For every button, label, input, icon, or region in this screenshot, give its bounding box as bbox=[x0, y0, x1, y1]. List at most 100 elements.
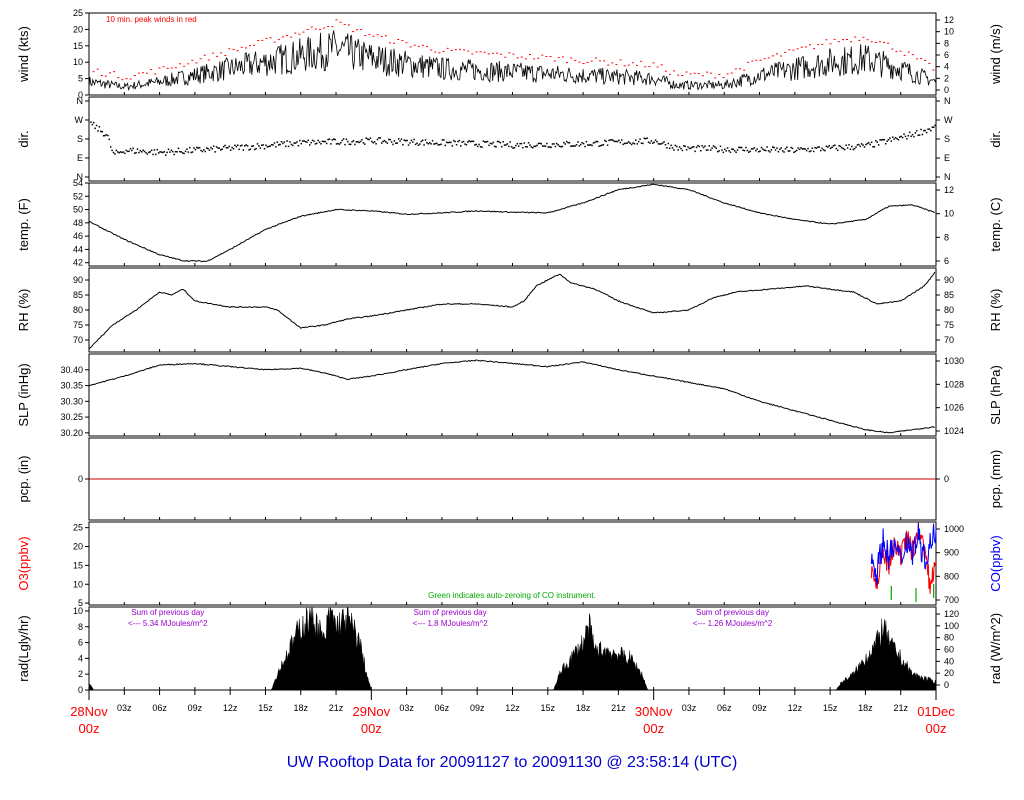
series-dir-dot bbox=[495, 146, 497, 148]
panel-frame bbox=[88, 606, 937, 691]
series-wind-peak-dot bbox=[426, 46, 429, 48]
series-wind-peak-dot bbox=[388, 42, 391, 44]
series-dir-dot bbox=[618, 139, 620, 142]
series-wind-peak-dot bbox=[104, 75, 107, 77]
series-dir-dot bbox=[883, 138, 886, 141]
series-wind-peak-dot bbox=[467, 50, 470, 52]
series-dir-dot bbox=[753, 147, 756, 149]
series-wind-peak-dot bbox=[269, 37, 272, 39]
series-dir-dot bbox=[846, 147, 849, 149]
series-wind-peak-dot bbox=[582, 63, 585, 65]
series-dir-dot bbox=[338, 143, 341, 145]
series-dir-dot bbox=[157, 152, 160, 154]
series-dir-dot bbox=[613, 140, 616, 143]
series-dir-dot bbox=[896, 137, 898, 140]
series-dir-dot bbox=[215, 146, 218, 148]
series-dir-dot bbox=[153, 149, 156, 151]
series-dir-dot bbox=[841, 147, 843, 149]
x-tick-label: 12z bbox=[788, 703, 803, 713]
series-dir-dot bbox=[635, 139, 637, 141]
y-tick-label: 42 bbox=[73, 258, 83, 268]
y-tick-label-right: 60 bbox=[944, 645, 954, 655]
series-wind-peak-dot bbox=[236, 50, 239, 52]
series-dir-dot bbox=[934, 124, 936, 127]
series-dir-dot bbox=[174, 150, 177, 153]
series-dir-dot bbox=[245, 144, 247, 146]
series-dir-dot bbox=[314, 143, 317, 145]
series-wind-peak-dot bbox=[170, 67, 173, 69]
series-dir-dot bbox=[925, 131, 928, 134]
y-axis-label-right: CO(ppbv) bbox=[988, 535, 1003, 591]
series-dir-dot bbox=[259, 147, 262, 149]
series-dir-dot bbox=[414, 143, 417, 146]
series-wind-peak-dot bbox=[92, 71, 95, 73]
series-dir-dot bbox=[211, 148, 214, 150]
y-tick-label: 25 bbox=[73, 8, 83, 18]
series-dir-dot bbox=[908, 131, 911, 134]
series-dir-dot bbox=[877, 144, 880, 146]
series-dir-dot bbox=[553, 143, 555, 145]
series-dir-dot bbox=[393, 140, 396, 142]
series-dir-dot bbox=[615, 140, 617, 143]
series-dir-dot bbox=[100, 130, 102, 133]
series-dir-dot bbox=[882, 138, 884, 141]
series-wind-peak-dot bbox=[537, 57, 540, 59]
series-dir-dot bbox=[694, 150, 696, 153]
series-wind-peak-dot bbox=[652, 62, 655, 64]
series-dir-dot bbox=[378, 137, 380, 139]
series-wind-peak-dot bbox=[141, 72, 144, 74]
series-wind-peak-dot bbox=[199, 58, 202, 60]
series-dir-dot bbox=[448, 141, 451, 144]
series-dir-dot bbox=[392, 143, 394, 146]
series-dir-dot bbox=[622, 143, 624, 146]
series-wind-peak-dot bbox=[150, 69, 153, 71]
series-dir-dot bbox=[263, 147, 266, 150]
y-tick-label: 30.35 bbox=[60, 381, 83, 391]
series-dir-dot bbox=[239, 145, 242, 147]
series-dir-dot bbox=[421, 139, 424, 142]
series-dir-dot bbox=[143, 150, 146, 153]
series-dir-dot bbox=[498, 140, 500, 143]
series-wind-peak-dot bbox=[475, 51, 478, 53]
x-tick-label: 18z bbox=[576, 703, 591, 713]
series-dir-dot bbox=[575, 144, 578, 146]
series-dir-dot bbox=[317, 139, 319, 142]
series-dir-dot bbox=[150, 149, 153, 152]
series-dir-dot bbox=[721, 149, 723, 151]
series-dir-dot bbox=[412, 141, 414, 143]
series-dir-dot bbox=[907, 135, 910, 137]
series-dir-dot bbox=[397, 138, 400, 140]
series-dir-dot bbox=[436, 142, 438, 145]
series-wind-peak-dot bbox=[162, 66, 165, 68]
series-dir-dot bbox=[355, 141, 358, 143]
series-dir-dot bbox=[570, 145, 572, 148]
series-dir-dot bbox=[578, 145, 581, 147]
series-wind-peak-dot bbox=[924, 59, 927, 61]
wind-annotation: 10 min. peak winds in red bbox=[106, 15, 197, 24]
x-tick-label: 18z bbox=[293, 703, 308, 713]
series-wind-peak-dot bbox=[364, 35, 367, 37]
series-wind-peak-dot bbox=[339, 21, 342, 23]
series-dir-dot bbox=[524, 146, 527, 148]
series-dir-dot bbox=[633, 142, 636, 145]
series-dir-dot bbox=[767, 150, 770, 152]
series-dir-dot bbox=[643, 137, 646, 140]
series-dir-dot bbox=[241, 144, 243, 147]
series-wind-peak-dot bbox=[644, 66, 647, 68]
series-dir-dot bbox=[712, 145, 715, 147]
series-dir-dot bbox=[574, 145, 576, 147]
series-wind-peak-dot bbox=[232, 48, 235, 50]
series-dir-dot bbox=[646, 137, 648, 139]
series-dir-dot bbox=[486, 140, 489, 143]
series-dir-dot bbox=[416, 142, 418, 145]
y-tick-label-right: 8 bbox=[944, 38, 949, 48]
series-wind-peak-dot bbox=[784, 52, 787, 54]
series-dir-dot bbox=[126, 150, 129, 153]
series-wind-peak-dot bbox=[146, 72, 149, 74]
series-wind-peak-dot bbox=[290, 36, 293, 38]
y-axis-label: SLP (inHg) bbox=[16, 363, 31, 426]
x-date-time: 00z bbox=[926, 721, 947, 736]
x-date-time: 00z bbox=[361, 721, 382, 736]
series-dir-dot bbox=[657, 143, 660, 145]
x-tick-label: 21z bbox=[611, 703, 626, 713]
